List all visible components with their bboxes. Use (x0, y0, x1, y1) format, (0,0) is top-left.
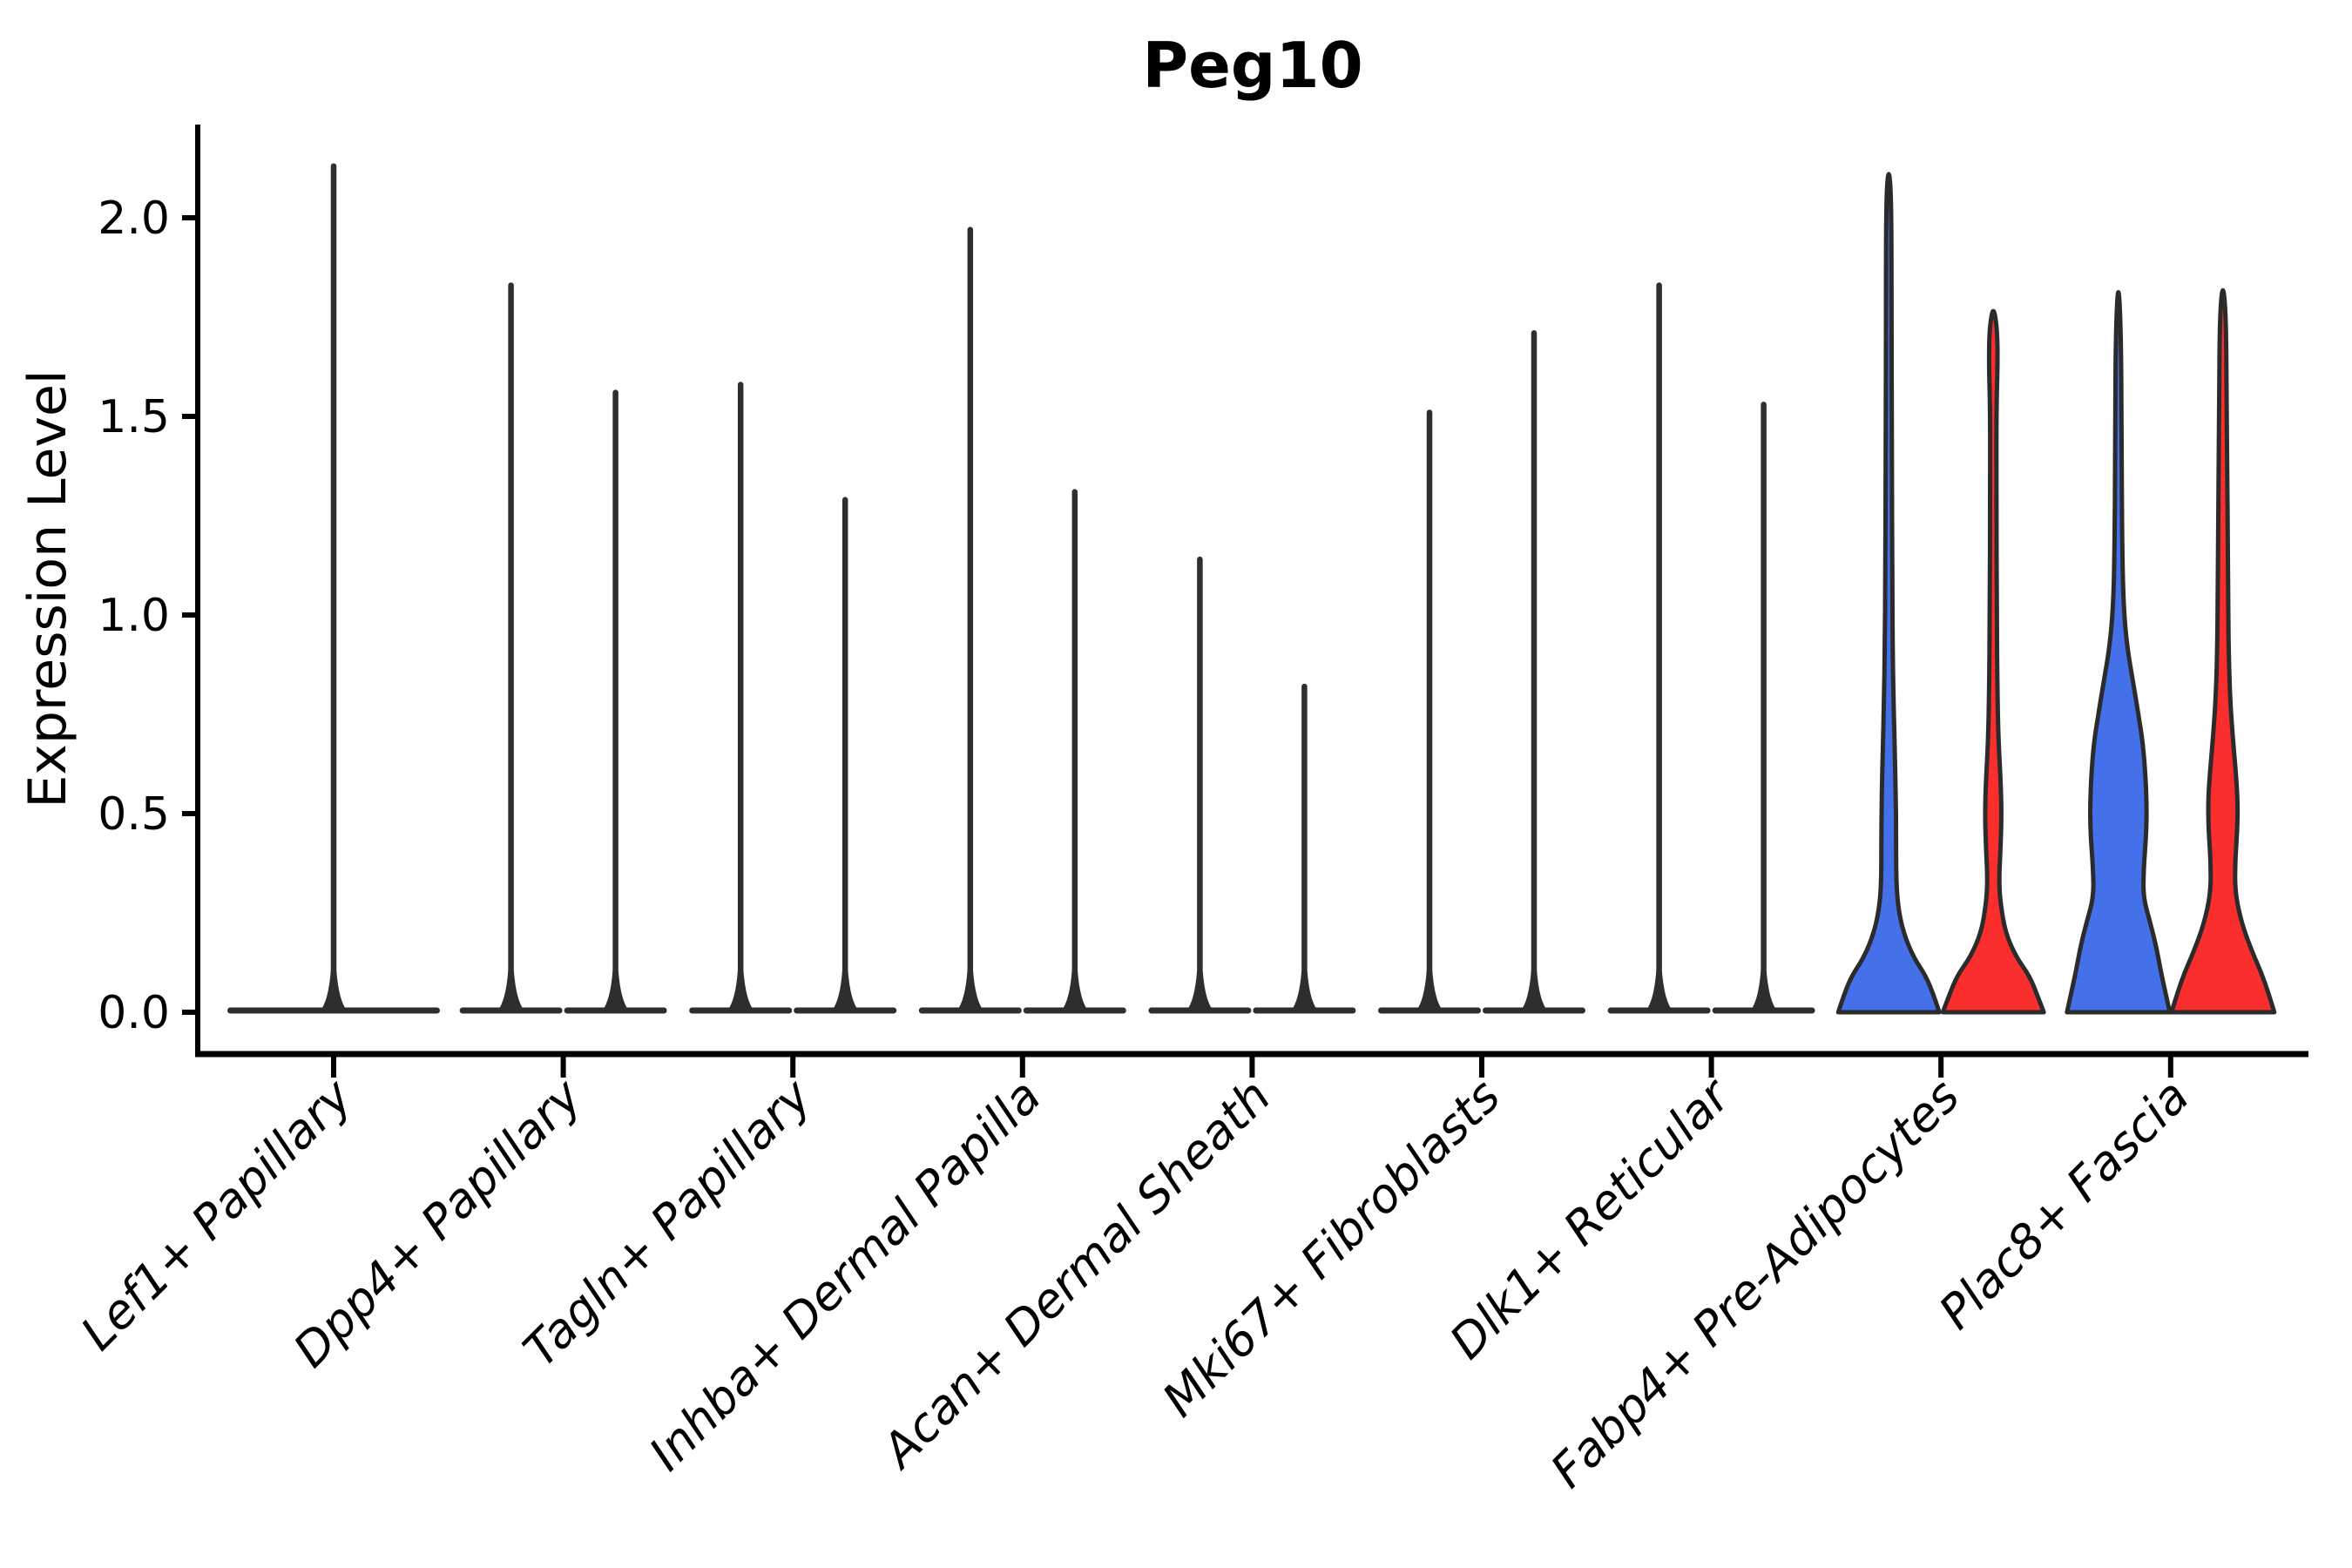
violin-cat8-group1 (1835, 172, 1942, 1015)
y-tick-label: 1.0 (98, 590, 170, 642)
y-tick-label: 0.5 (98, 788, 170, 841)
y-axis-label: Expression Level (17, 369, 78, 808)
y-tick-label: 0.0 (98, 987, 170, 1039)
chart-title: Peg10 (1142, 29, 1362, 102)
violin-cat9-group2 (2169, 287, 2277, 1015)
violin-cat9-group1 (2065, 290, 2173, 1015)
violin-cat8-group2 (1940, 308, 2046, 1015)
y-tick-label: 2.0 (98, 193, 170, 245)
y-tick-label: 1.5 (98, 391, 170, 443)
